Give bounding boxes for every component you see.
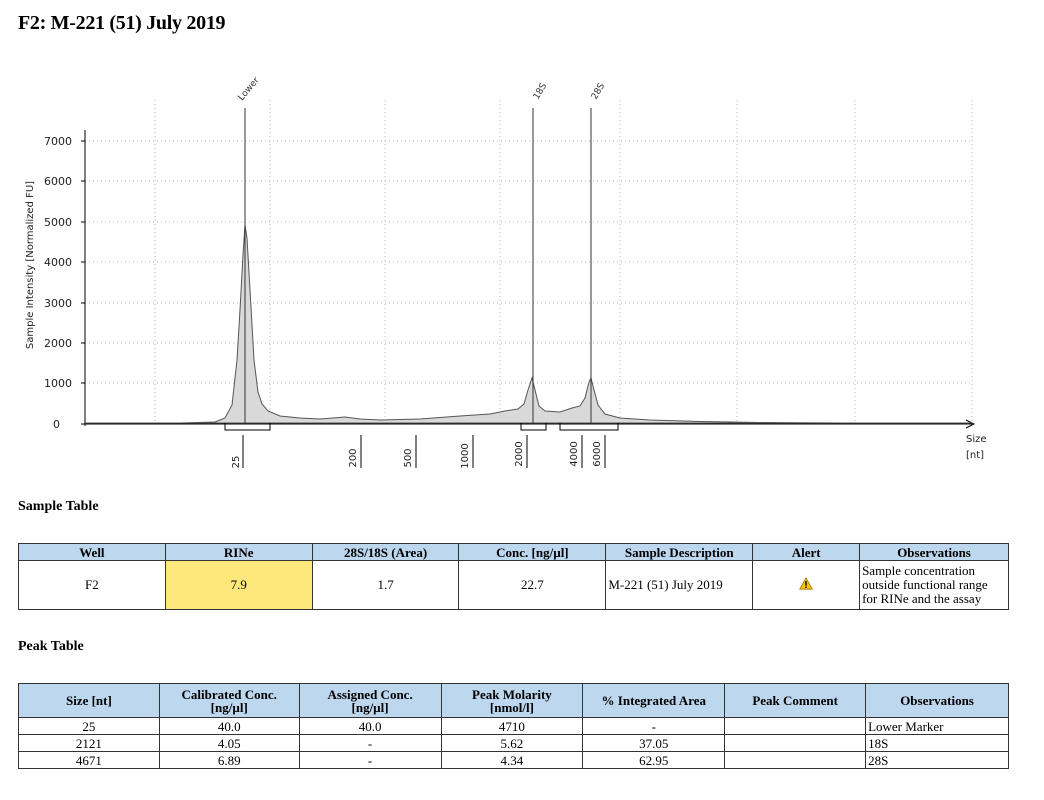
header-rine: RINe xyxy=(164,543,313,561)
cell-area: 62.95 xyxy=(582,751,726,769)
sample-table: Well RINe 28S/18S (Area) Conc. [ng/µl] S… xyxy=(18,543,1009,610)
x-axis-unit: [nt] xyxy=(966,450,984,461)
cell-molarity: 5.62 xyxy=(440,734,584,752)
y-tick-label: 4000 xyxy=(44,256,72,269)
cell-size: 2121 xyxy=(18,734,160,752)
cell-assigned: - xyxy=(298,751,442,769)
table-row: 25 40.0 40.0 4710 - Lower Marker xyxy=(18,717,1009,735)
ladder-label: 1000 xyxy=(460,443,471,468)
peak-table-title: Peak Table xyxy=(18,639,84,654)
integration-brackets xyxy=(224,423,619,431)
size-ladder xyxy=(242,435,606,468)
cell-size: 25 xyxy=(18,717,160,735)
grid xyxy=(85,100,973,423)
cell-molarity: 4.34 xyxy=(440,751,584,769)
electropherogram-trace xyxy=(85,224,972,424)
ladder-label: 25 xyxy=(231,456,242,469)
y-tick-label: 6000 xyxy=(44,175,72,188)
table-row: 2121 4.05 - 5.62 37.05 18S xyxy=(18,734,1009,752)
cell-alert xyxy=(752,560,861,610)
ladder-label: 6000 xyxy=(592,441,603,466)
cell-size: 4671 xyxy=(18,751,160,769)
cell-assigned: - xyxy=(298,734,442,752)
header-alert: Alert xyxy=(752,543,861,561)
sample-table-header: Well RINe 28S/18S (Area) Conc. [ng/µl] S… xyxy=(18,543,1009,561)
ladder-label: 500 xyxy=(403,448,414,467)
peak-markers xyxy=(244,108,592,423)
y-tick-label: 1000 xyxy=(44,377,72,390)
header-assigned: Assigned Conc. [ng/µl] xyxy=(298,683,442,718)
header-peak-observations: Observations xyxy=(865,683,1009,718)
header-ratio: 28S/18S (Area) xyxy=(311,543,460,561)
peak-label-18s: 18S xyxy=(532,81,549,101)
page-title: F2: M-221 (51) July 2019 xyxy=(18,12,226,34)
x-axis-label: Size xyxy=(966,434,987,445)
header-conc: Conc. [ng/µl] xyxy=(458,543,607,561)
cell-well: F2 xyxy=(18,560,166,610)
header-molarity: Peak Molarity [nmol/l] xyxy=(440,683,584,718)
cell-observation: 18S xyxy=(865,734,1009,752)
header-assigned-line2: [ng/µl] xyxy=(351,699,389,715)
peak-label-lower: Lower xyxy=(237,76,262,103)
y-tick-label: 5000 xyxy=(44,216,72,229)
y-tick-label: 7000 xyxy=(44,135,72,148)
y-tick-label: 0 xyxy=(53,418,60,431)
cell-comment xyxy=(724,751,867,769)
cell-ratio: 1.7 xyxy=(311,560,460,610)
ladder-label: 2000 xyxy=(514,441,525,466)
cell-comment xyxy=(724,717,867,735)
cell-observations: Sample concentration outside functional … xyxy=(859,560,1009,610)
x-axis-arrow xyxy=(965,419,976,429)
y-tick-label: 3000 xyxy=(44,297,72,310)
cell-calibrated: 6.89 xyxy=(158,751,300,769)
cell-conc: 22.7 xyxy=(458,560,607,610)
cell-area: - xyxy=(582,717,726,735)
ladder-label: 4000 xyxy=(569,441,580,466)
cell-comment xyxy=(724,734,867,752)
cell-observation: Lower Marker xyxy=(865,717,1009,735)
peak-table-header: Size [nt] Calibrated Conc. [ng/µl] Assign… xyxy=(18,683,1009,718)
header-molarity-line2: [nmol/l] xyxy=(489,699,534,715)
peak-table: Size [nt] Calibrated Conc. [ng/µl] Assign… xyxy=(18,683,1009,769)
header-well: Well xyxy=(18,543,166,561)
header-area: % Integrated Area xyxy=(582,683,726,718)
cell-calibrated: 40.0 xyxy=(158,717,300,735)
header-size: Size [nt] xyxy=(18,683,160,718)
header-observations: Observations xyxy=(859,543,1009,561)
cell-calibrated: 4.05 xyxy=(158,734,300,752)
warning-triangle-icon xyxy=(799,577,814,590)
header-calibrated: Calibrated Conc. [ng/µl] xyxy=(158,683,300,718)
header-calibrated-line2: [ng/µl] xyxy=(210,699,248,715)
cell-molarity: 4710 xyxy=(440,717,584,735)
ladder-label: 200 xyxy=(348,448,359,467)
y-tick-label: 2000 xyxy=(44,337,72,350)
cell-area: 37.05 xyxy=(582,734,726,752)
cell-description: M-221 (51) July 2019 xyxy=(605,560,754,610)
cell-observation: 28S xyxy=(865,751,1009,769)
sample-table-title: Sample Table xyxy=(18,499,99,514)
y-axis-label: Sample Intensity [Normalized FU] xyxy=(25,181,36,349)
header-assigned-line1: Assigned Conc. xyxy=(327,686,413,702)
table-row: 4671 6.89 - 4.34 62.95 28S xyxy=(18,751,1009,769)
header-calibrated-line1: Calibrated Conc. xyxy=(181,686,277,702)
sample-row: F2 7.9 1.7 22.7 M-221 (51) July 2019 Sam… xyxy=(18,560,1009,610)
header-comment: Peak Comment xyxy=(724,683,867,718)
header-description: Sample Description xyxy=(605,543,754,561)
cell-rine: 7.9 xyxy=(164,560,313,610)
peak-label-28s: 28S xyxy=(590,81,607,101)
cell-assigned: 40.0 xyxy=(298,717,442,735)
header-molarity-line1: Peak Molarity xyxy=(472,686,552,702)
electropherogram-chart: 7000 6000 5000 4000 3000 2000 1000 0 Sam… xyxy=(25,76,987,469)
